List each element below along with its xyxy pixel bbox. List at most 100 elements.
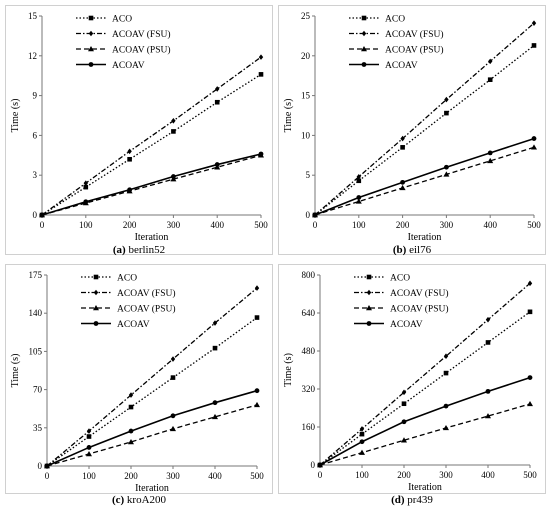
data-point [443, 370, 449, 376]
x-tick-label: 500 [527, 220, 541, 230]
x-tick-label: 500 [523, 470, 537, 480]
data-point [312, 212, 318, 218]
data-point [359, 431, 365, 437]
legend-label: ACOAV (FSU) [385, 29, 444, 40]
data-point [170, 425, 176, 432]
legend-entry: ACO [349, 15, 405, 25]
x-tick-label: 100 [82, 471, 96, 481]
data-point [400, 145, 405, 150]
legend-marker [88, 62, 94, 67]
caption-b: (b) eil76 [278, 244, 546, 256]
x-tick-label: 100 [352, 220, 366, 230]
data-point [487, 157, 494, 164]
data-point [258, 72, 264, 77]
chart-panel-c: 0 100 200 300 400 500 0 35 70 105 140 175 Iteration T… [5, 264, 273, 494]
series-square [312, 43, 537, 218]
legend-marker [366, 274, 372, 280]
legend-label: ACOAV (PSU) [112, 45, 171, 56]
data-point [128, 404, 134, 410]
data-point [86, 434, 92, 439]
legend-marker [361, 46, 367, 52]
legend-entry: ACOAV (PSU) [76, 45, 171, 56]
x-axis-label: Iteration [135, 232, 169, 243]
data-point [359, 426, 365, 432]
legend-entry: ACOAV (PSU) [349, 45, 444, 56]
legend-label: ACOAV (PSU) [117, 304, 176, 315]
legend-marker [88, 30, 94, 37]
caption-name-b: eil76 [409, 244, 432, 256]
y-tick-label: 800 [302, 270, 316, 280]
series-triangle [312, 144, 537, 218]
caption-label-b: (b) [392, 244, 407, 256]
legend-label: ACO [117, 274, 137, 284]
series-line [314, 44, 535, 216]
x-tick-label: 500 [254, 220, 268, 230]
data-point [400, 179, 405, 185]
data-point [83, 184, 89, 190]
data-point [171, 118, 176, 124]
data-point [444, 164, 449, 170]
legend-label: ACOAV (FSU) [390, 288, 449, 299]
data-point [527, 400, 533, 407]
chart-panel-a: 0 100 200 300 400 500 0 3 6 9 12 15 Iteration Time (s… [5, 5, 273, 255]
data-point [356, 178, 362, 184]
x-tick-label: 200 [124, 471, 138, 481]
legend-marker [93, 305, 99, 311]
series-line [46, 389, 258, 467]
data-point [527, 309, 533, 315]
y-tick-label: 12 [28, 51, 37, 61]
legend-marker [366, 305, 372, 311]
legend-entry: ACOAV [349, 61, 418, 71]
y-axis-label: Time (s) [283, 99, 294, 133]
series-circle [317, 375, 533, 468]
legend-entry: ACOAV [81, 320, 150, 330]
x-tick-label: 200 [123, 220, 137, 230]
y-axis-label: Time (s) [283, 353, 294, 387]
data-point [83, 180, 88, 186]
data-point [527, 375, 533, 380]
series-line [319, 311, 531, 466]
data-point [443, 353, 449, 360]
legend-label: ACOAV (FSU) [112, 29, 171, 40]
legend-entry: ACO [81, 274, 137, 284]
data-point [254, 401, 260, 408]
legend-label: ACOAV [385, 61, 418, 71]
x-tick-label: 300 [166, 471, 180, 481]
y-tick-label: 9 [33, 91, 38, 101]
series-triangle [317, 400, 533, 468]
y-tick-label: 20 [301, 51, 311, 61]
legend-marker [93, 289, 99, 296]
data-point [359, 449, 365, 455]
data-point [128, 428, 134, 434]
legend-marker [93, 274, 99, 280]
y-tick-label: 105 [29, 346, 43, 356]
chart-svg-d: 0 100 200 300 400 500 0 160 320 480 640 800 Iteratio… [283, 270, 537, 493]
data-point [214, 162, 220, 167]
legend-marker [88, 15, 94, 21]
data-point [254, 315, 260, 320]
legend-label: ACO [390, 274, 410, 284]
data-point [487, 150, 493, 156]
data-point [212, 320, 218, 326]
x-tick-label: 300 [167, 220, 181, 230]
data-point [401, 389, 407, 396]
x-tick-label: 200 [397, 470, 411, 480]
x-tick-label: 0 [40, 220, 45, 230]
y-tick-label: 15 [301, 91, 311, 101]
x-tick-label: 0 [45, 471, 50, 481]
series-line [319, 282, 531, 466]
legend-label: ACOAV (PSU) [385, 45, 444, 56]
legend-marker [88, 46, 94, 52]
caption-c: (c) kroA200 [5, 494, 273, 506]
data-point [443, 424, 449, 431]
legend-entry: ACOAV [76, 61, 145, 71]
caption-name-c: kroA200 [126, 494, 167, 506]
data-point [485, 340, 491, 345]
x-tick-label: 400 [210, 220, 224, 230]
y-tick-label: 480 [302, 346, 316, 356]
y-tick-label: 25 [301, 11, 311, 21]
data-point [128, 438, 134, 445]
series-line [314, 137, 535, 216]
x-tick-label: 400 [483, 220, 497, 230]
caption-label-d: (d) [391, 494, 405, 506]
